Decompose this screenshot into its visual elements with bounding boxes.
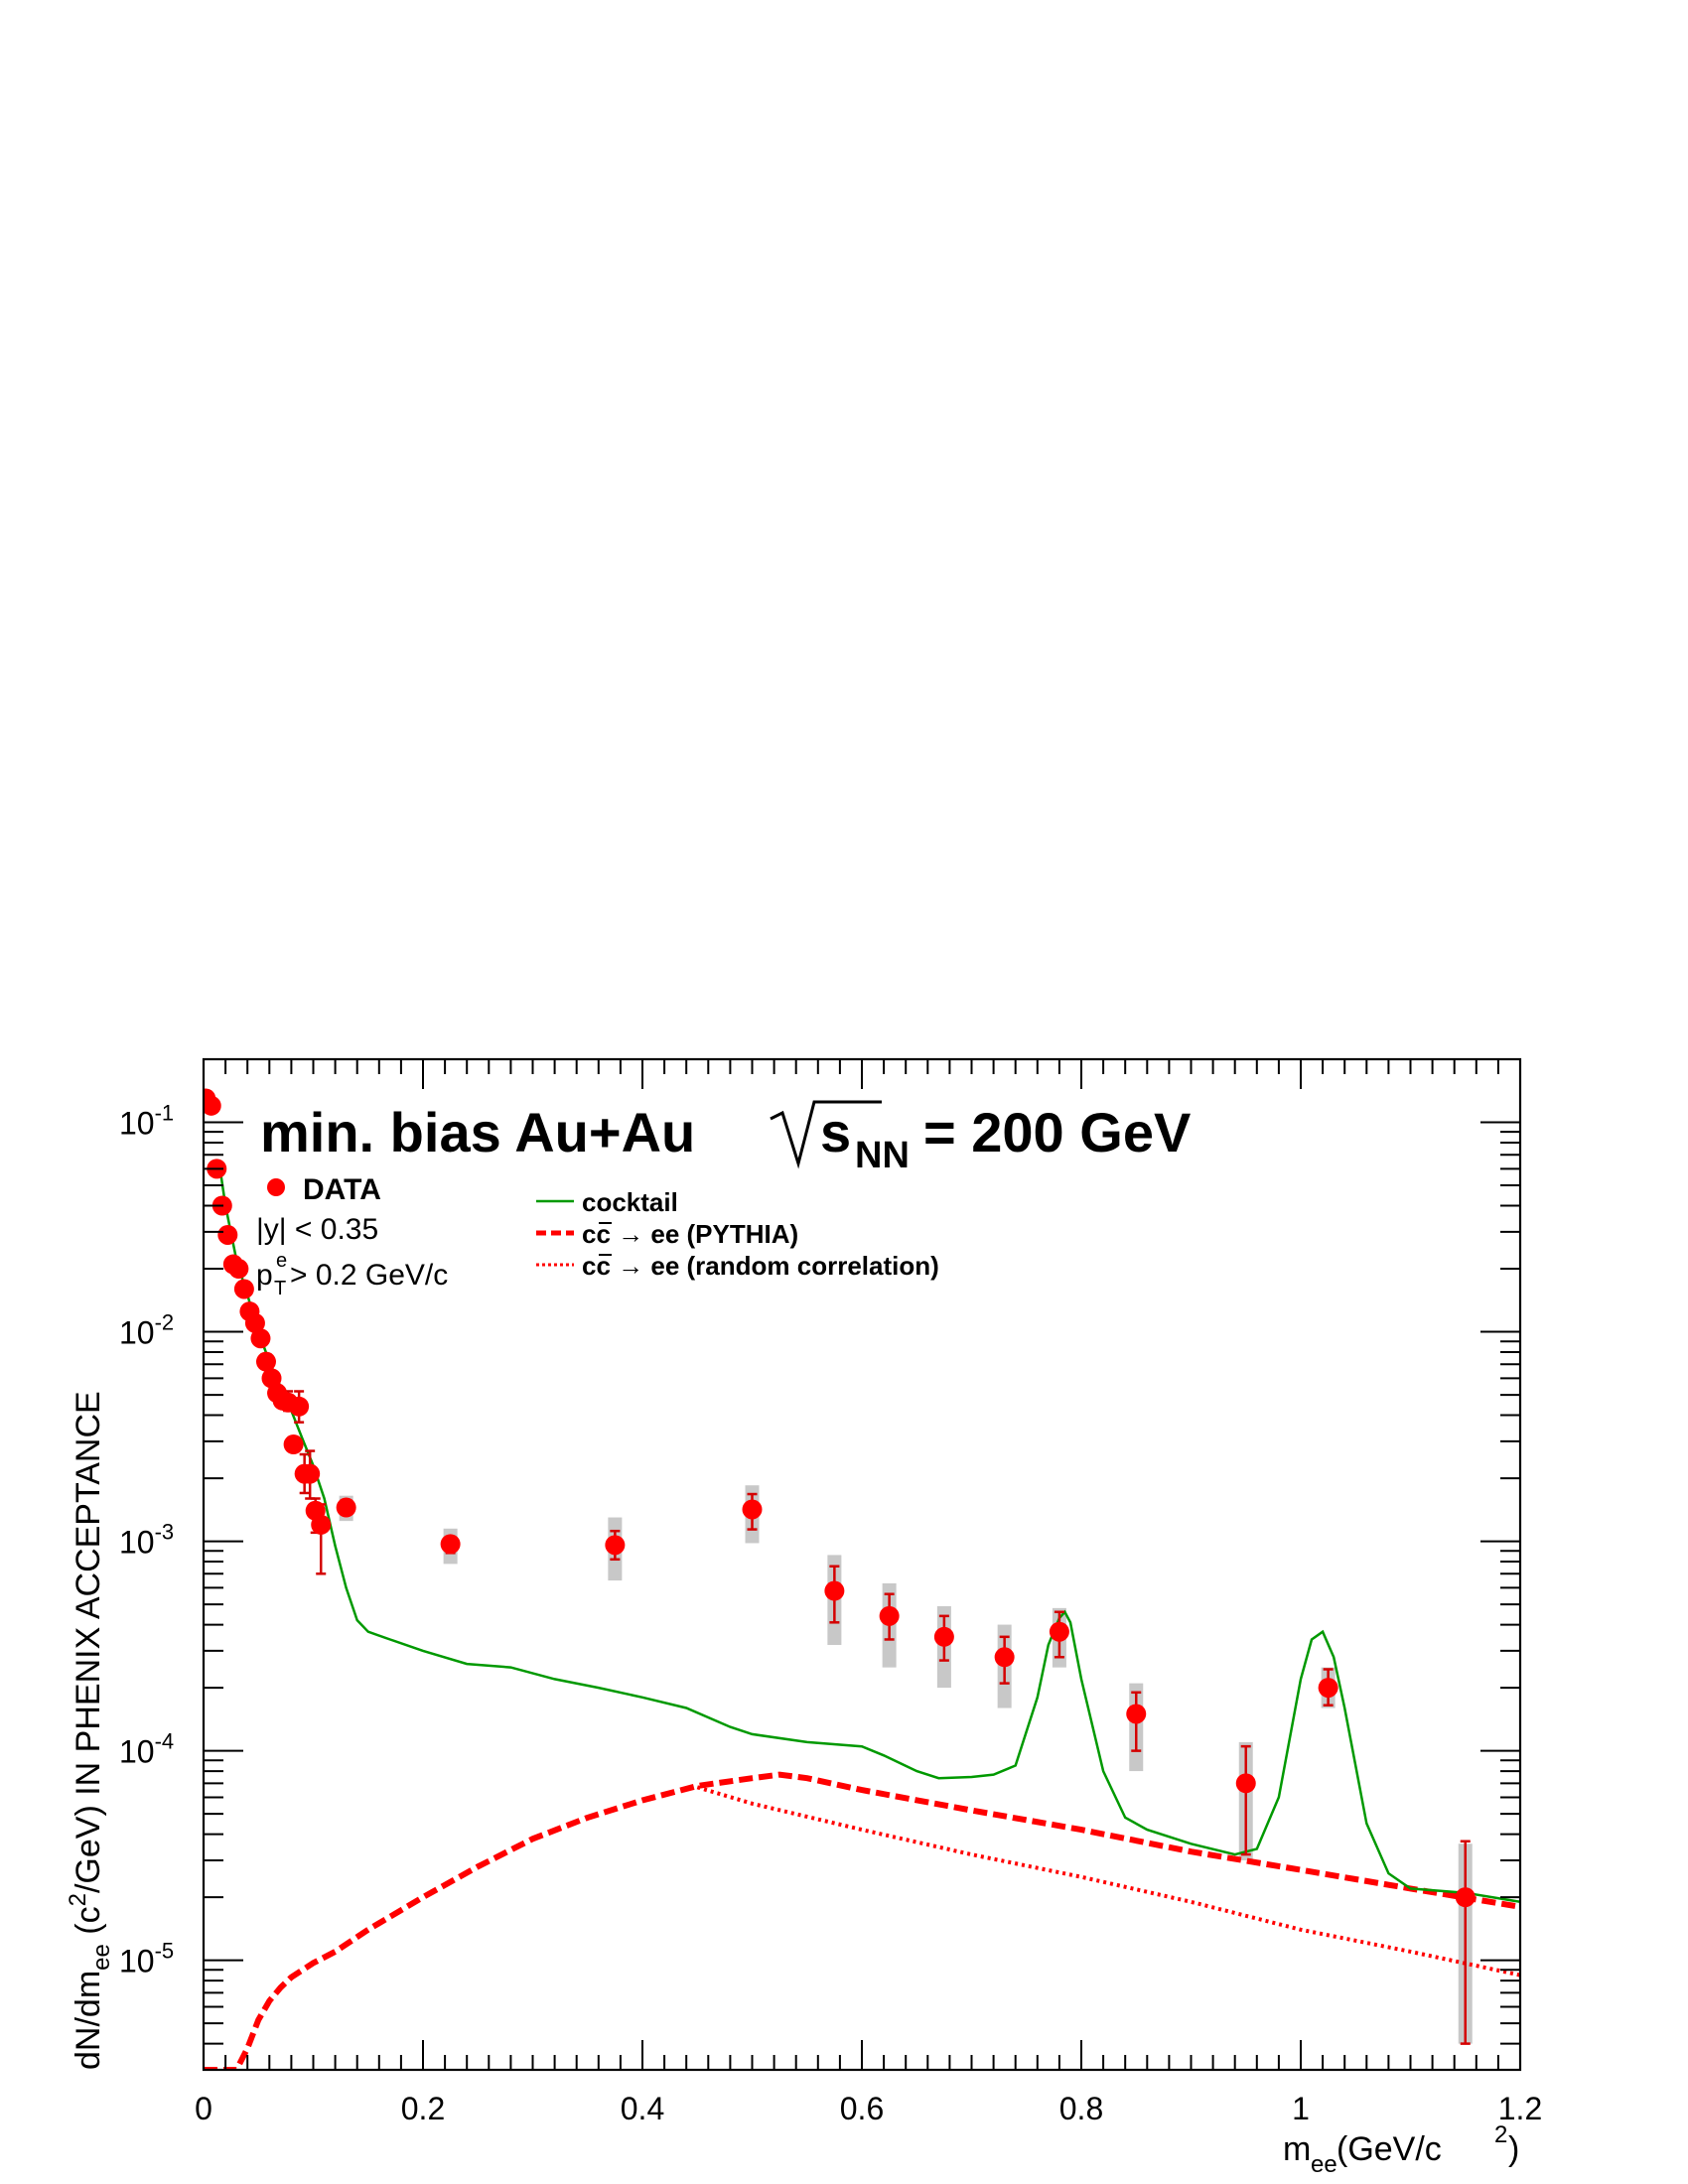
svg-text:ee: ee: [1311, 2151, 1337, 2178]
svg-text:2: 2: [1494, 2121, 1507, 2148]
y-tick-label: 10-5: [119, 1939, 174, 1979]
data-point: [879, 1605, 900, 1626]
data-point: [289, 1396, 310, 1417]
chart-title: min. bias Au+Au s NN = 200 GeV: [260, 1100, 1191, 1176]
y-tick-label: 10-4: [119, 1729, 174, 1770]
data-point: [250, 1328, 271, 1349]
svg-text:): ): [1508, 2130, 1519, 2168]
data-point: [1126, 1704, 1147, 1724]
data-point: [244, 1312, 265, 1333]
data-point: [440, 1534, 461, 1555]
data-point: [1235, 1773, 1256, 1794]
x-tick-label: 0.4: [621, 2091, 664, 2126]
plot-area: [204, 1088, 1520, 2070]
data-point: [204, 1095, 221, 1116]
rapidity-cut: |y| < 0.35: [256, 1213, 378, 1246]
data-point: [1049, 1621, 1069, 1642]
data-point: [217, 1224, 238, 1245]
x-axis-label: m ee (GeV/c 2 ): [1283, 2121, 1519, 2178]
x-tick-label: 0.2: [401, 2091, 445, 2126]
svg-text:= 200 GeV: = 200 GeV: [923, 1101, 1191, 1163]
y-axis-label: dN/dmee (c2/GeV) IN PHENIX ACCEPTANCE: [65, 1391, 115, 2070]
legend-cocktail: cocktail: [536, 1187, 678, 1217]
data-point: [336, 1497, 356, 1518]
plot-frame: [202, 1057, 1522, 2072]
data-point: [742, 1499, 763, 1520]
svg-text:(GeV/c: (GeV/c: [1336, 2130, 1442, 2168]
svg-text:m: m: [1283, 2130, 1311, 2168]
svg-text:dN/dmee (c2/GeV) IN PHENIX ACC: dN/dmee (c2/GeV) IN PHENIX ACCEPTANCE: [65, 1391, 115, 2070]
svg-text:NN: NN: [855, 1135, 910, 1176]
data-points: [204, 1088, 1476, 1908]
svg-text:s: s: [820, 1101, 851, 1163]
legend-data: DATA: [267, 1173, 381, 1206]
data-point: [933, 1626, 954, 1647]
y-tick-label: 10-1: [119, 1101, 174, 1142]
legend-ccbar-pythia: cc → ee (PYTHIA): [536, 1219, 798, 1249]
data-point: [1455, 1887, 1476, 1908]
data-point: [311, 1514, 332, 1535]
x-tick-label: 0.8: [1059, 2091, 1103, 2126]
legend-ccbar-random: cc → ee (random correlation): [536, 1251, 939, 1281]
pt-cut: p e T > 0.2 GeV/c: [256, 1250, 448, 1299]
svg-text:> 0.2 GeV/c: > 0.2 GeV/c: [290, 1259, 448, 1292]
svg-text:min. bias Au+Au: min. bias Au+Au: [260, 1101, 695, 1163]
svg-text:DATA: DATA: [303, 1173, 381, 1206]
svg-text:p: p: [256, 1259, 273, 1292]
x-tick-label: 0.6: [840, 2091, 884, 2126]
data-point: [605, 1535, 626, 1556]
y-tick-label: 10-3: [119, 1520, 174, 1561]
svg-text:e: e: [276, 1250, 287, 1272]
svg-text:cc → ee (PYTHIA): cc → ee (PYTHIA): [582, 1219, 798, 1249]
y-tick-label: 10-2: [119, 1310, 174, 1351]
sqrt-sign: [770, 1100, 882, 1169]
x-tick-label: 1: [1292, 2091, 1310, 2126]
svg-text:T: T: [274, 1278, 286, 1299]
data-point: [233, 1279, 254, 1299]
data-point: [255, 1351, 276, 1372]
ccbar-pythia-curve: [204, 1771, 1520, 2070]
svg-text:cocktail: cocktail: [582, 1187, 678, 1217]
data-point: [300, 1463, 321, 1484]
svg-text:cc → ee (random correlation): cc → ee (random correlation): [582, 1251, 939, 1281]
x-tick-label: 0: [195, 2091, 212, 2126]
legend-data-marker: [267, 1178, 285, 1196]
data-point: [228, 1259, 249, 1280]
data-point: [824, 1580, 845, 1601]
x-tick-label: 1.2: [1498, 2091, 1542, 2126]
data-point: [283, 1434, 304, 1455]
data-point: [1318, 1678, 1338, 1699]
data-point: [994, 1647, 1015, 1668]
